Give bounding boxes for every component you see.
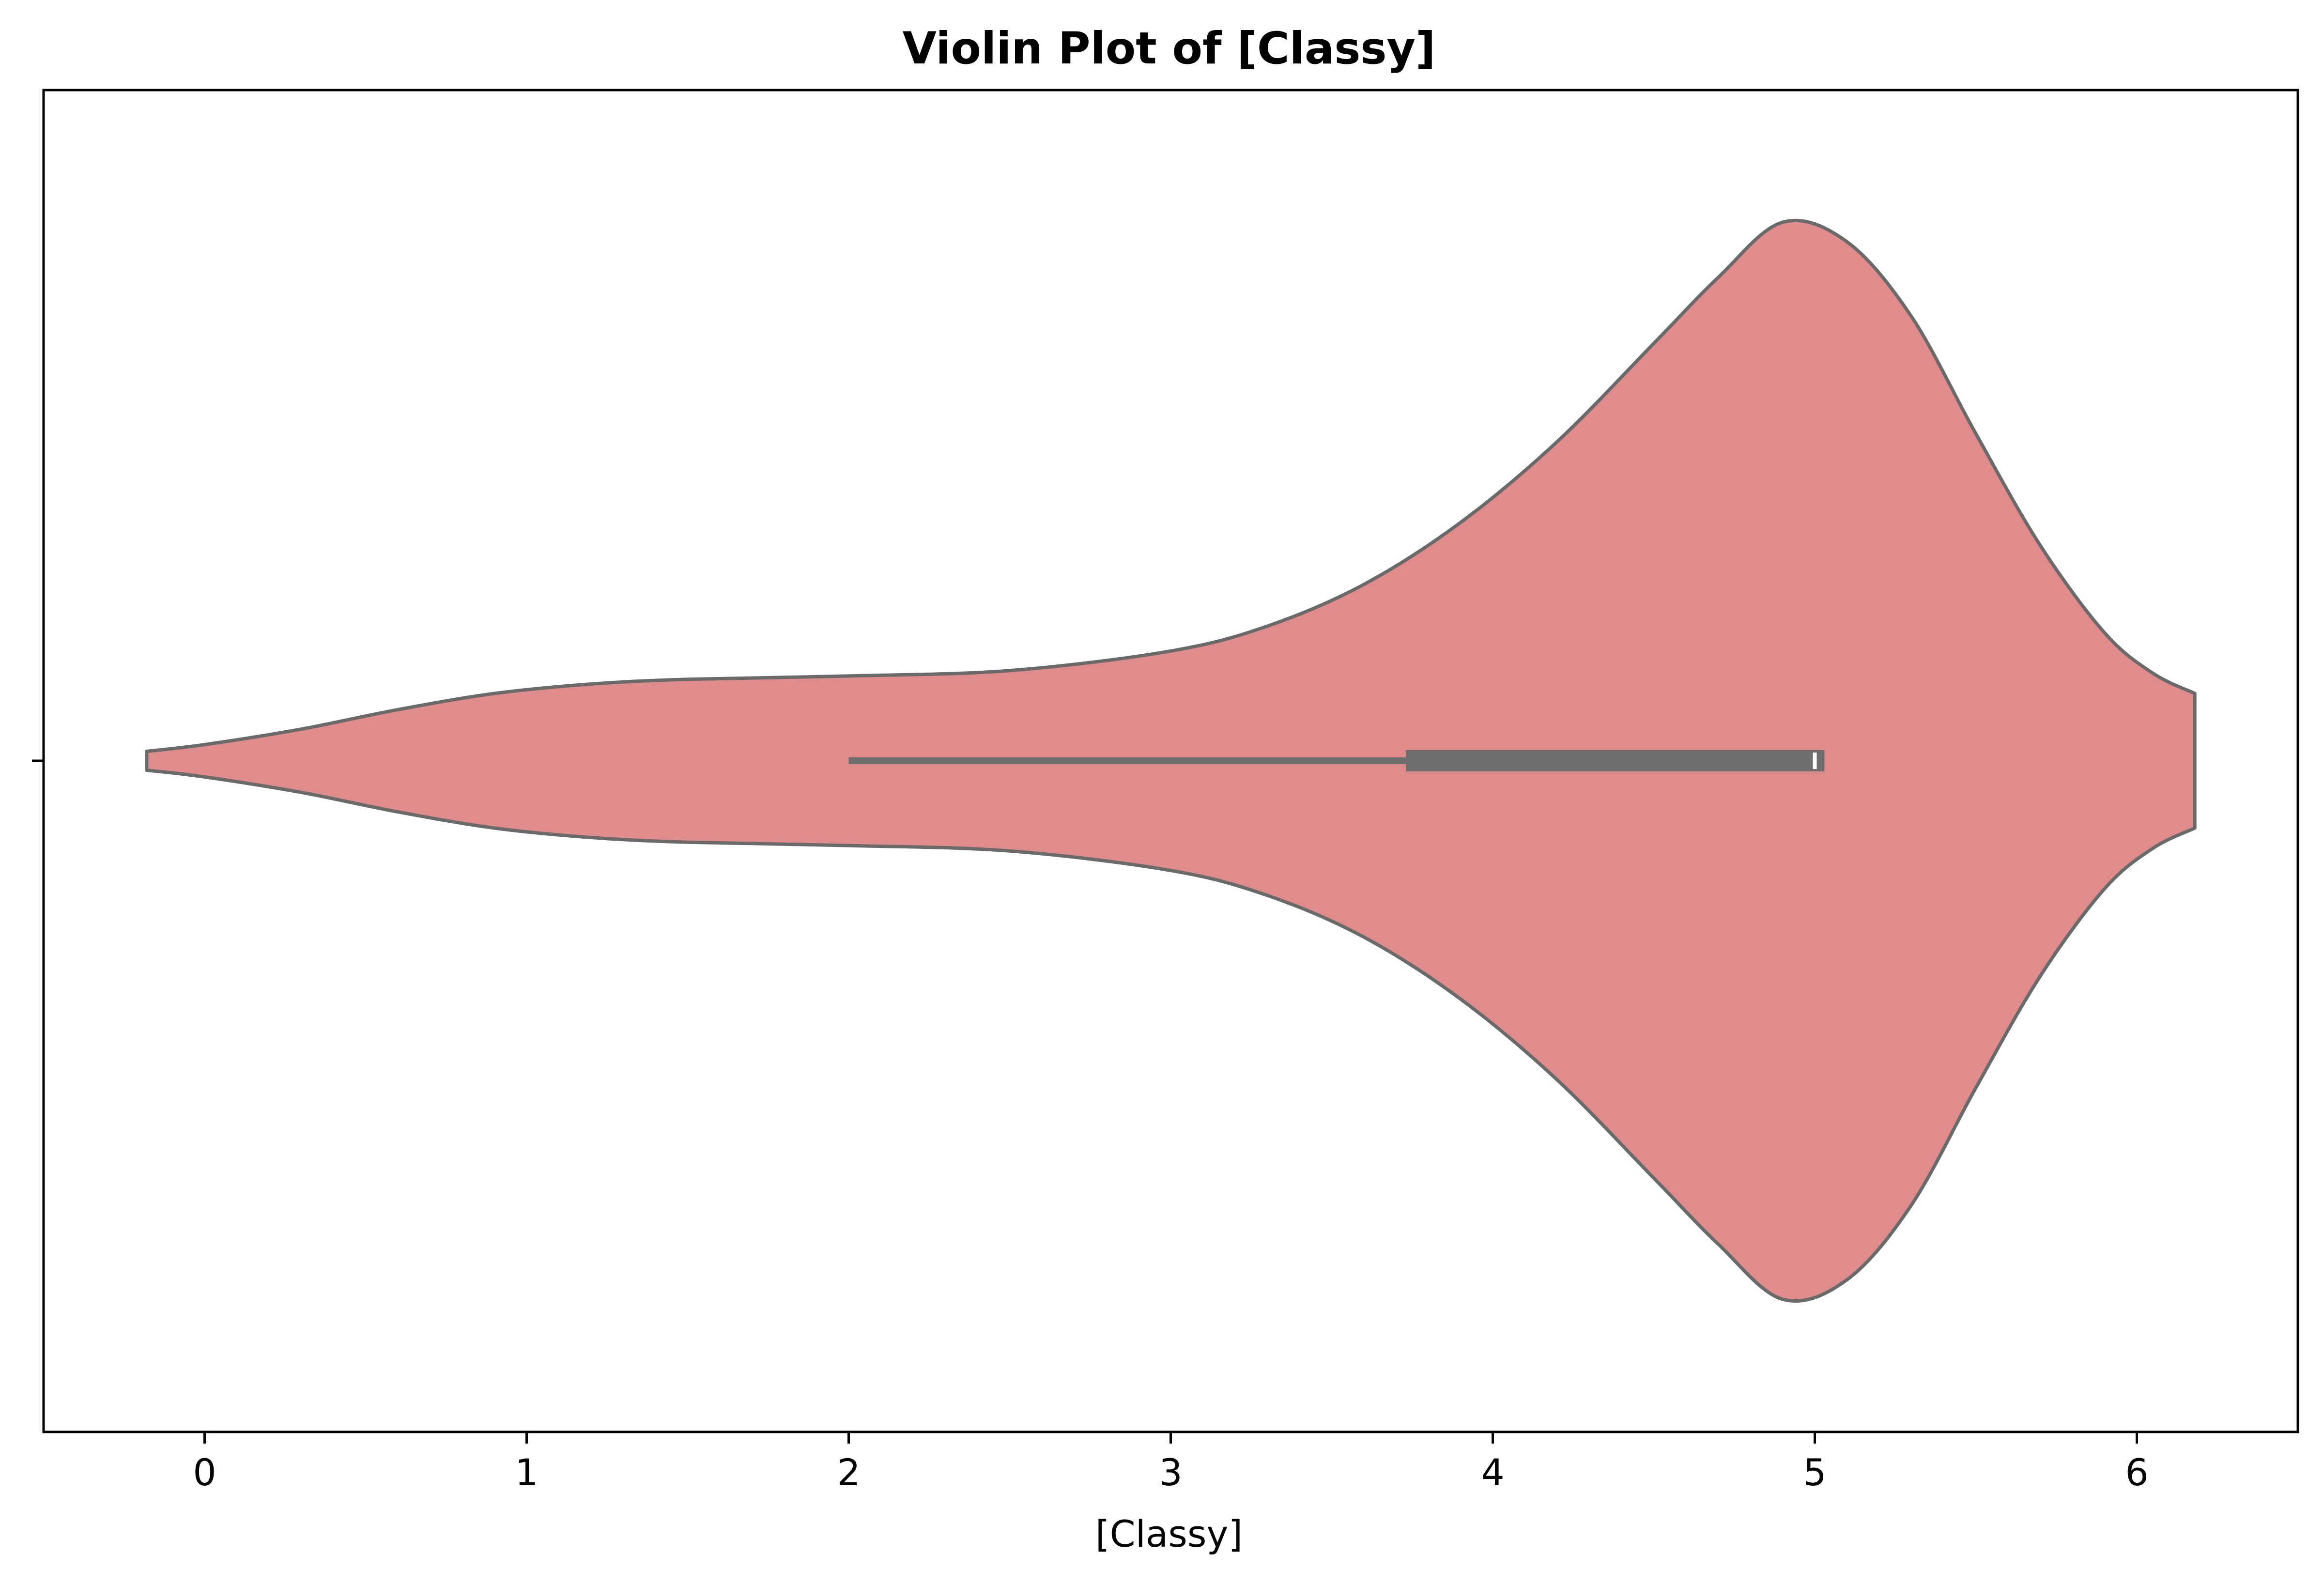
violin-median-marker xyxy=(1813,753,1817,769)
violin-iqr-box xyxy=(1405,750,1825,771)
x-tick-label: 2 xyxy=(837,1451,860,1494)
x-axis-label: [Classy] xyxy=(1095,1512,1243,1555)
x-tick-label: 4 xyxy=(1481,1451,1504,1494)
x-axis: 0 1 2 3 4 5 6 xyxy=(193,1432,2149,1494)
x-tick-label: 6 xyxy=(2125,1451,2148,1494)
x-tick-label: 3 xyxy=(1159,1451,1182,1494)
chart-title: Violin Plot of [Classy] xyxy=(903,23,1436,74)
x-tick-label: 0 xyxy=(193,1451,216,1494)
x-tick-label: 5 xyxy=(1803,1451,1826,1494)
x-tick-label: 1 xyxy=(515,1451,538,1494)
plot-area xyxy=(145,218,2197,1303)
